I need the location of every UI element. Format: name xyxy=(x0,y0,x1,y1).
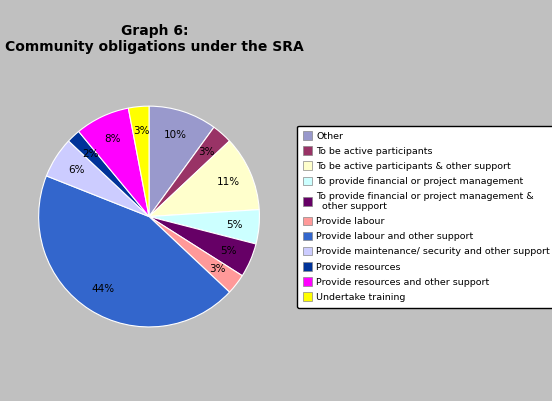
Text: 44%: 44% xyxy=(91,284,114,294)
Wedge shape xyxy=(68,132,149,217)
Wedge shape xyxy=(149,106,214,217)
Text: 5%: 5% xyxy=(226,220,243,230)
Text: 2%: 2% xyxy=(82,149,98,159)
Text: Graph 6:
Community obligations under the SRA: Graph 6: Community obligations under the… xyxy=(5,24,304,54)
Text: 3%: 3% xyxy=(209,264,225,274)
Wedge shape xyxy=(149,127,230,217)
Wedge shape xyxy=(129,106,149,217)
Text: 3%: 3% xyxy=(198,147,214,157)
Text: 10%: 10% xyxy=(164,130,187,140)
Wedge shape xyxy=(149,217,242,292)
Text: 3%: 3% xyxy=(132,126,149,136)
Text: 5%: 5% xyxy=(220,246,236,256)
Wedge shape xyxy=(149,210,259,244)
Wedge shape xyxy=(79,108,149,217)
Wedge shape xyxy=(149,141,259,217)
Text: 8%: 8% xyxy=(104,134,121,144)
Text: 11%: 11% xyxy=(216,177,240,187)
Wedge shape xyxy=(149,217,256,276)
Wedge shape xyxy=(46,141,149,217)
Text: 6%: 6% xyxy=(68,165,84,175)
Wedge shape xyxy=(39,176,230,327)
Legend: Other, To be active participants, To be active participants & other support, To : Other, To be active participants, To be … xyxy=(298,126,552,308)
